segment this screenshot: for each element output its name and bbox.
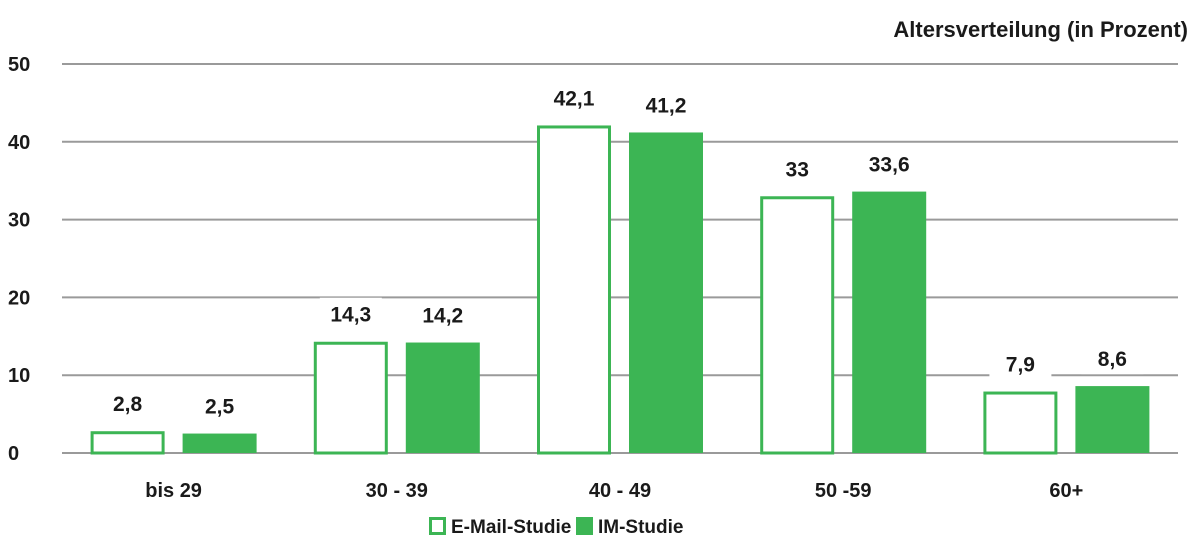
bar bbox=[1075, 386, 1150, 453]
bar bbox=[90, 431, 165, 455]
legend-label: E-Mail-Studie bbox=[451, 517, 571, 538]
bar bbox=[313, 341, 388, 455]
data-label: 42,1 bbox=[554, 87, 595, 110]
x-tick-label: 30 - 39 bbox=[366, 480, 428, 502]
legend: E-Mail-Studie IM-Studie bbox=[429, 517, 684, 538]
bar bbox=[537, 125, 611, 455]
data-label: 2,8 bbox=[113, 393, 143, 416]
x-axis-ticks: bis 29 30 - 39 40 - 49 50 -59 60+ bbox=[145, 480, 1083, 502]
x-tick-label: 50 -59 bbox=[815, 480, 872, 502]
data-label-background bbox=[188, 389, 251, 422]
data-label: 8,6 bbox=[1098, 348, 1127, 371]
y-tick-label: 0 bbox=[8, 443, 19, 465]
y-tick-label: 40 bbox=[8, 132, 30, 154]
legend-swatch bbox=[576, 517, 593, 535]
y-tick-label: 20 bbox=[8, 287, 30, 309]
data-label: 2,5 bbox=[205, 396, 235, 419]
x-tick-label: bis 29 bbox=[145, 480, 202, 502]
data-label: 33,6 bbox=[869, 154, 910, 177]
bar bbox=[629, 132, 703, 454]
data-label-background bbox=[766, 152, 829, 185]
data-label: 7,9 bbox=[1006, 354, 1035, 377]
bar bbox=[182, 433, 257, 453]
data-label-background bbox=[989, 347, 1052, 380]
y-tick-label: 10 bbox=[8, 365, 30, 387]
y-axis-ticks: 0 10 20 30 40 50 bbox=[8, 54, 30, 465]
bars: 2,8 2,5 14,3 14,2 42,1 41,2 33 33,6 7,9 8,6 bbox=[90, 81, 1150, 455]
data-label-background bbox=[635, 88, 697, 121]
data-label-background bbox=[1081, 342, 1144, 375]
y-tick-label: 50 bbox=[8, 54, 30, 76]
data-label-background bbox=[858, 147, 921, 180]
legend-swatch bbox=[429, 517, 446, 535]
data-label: 14,2 bbox=[422, 305, 463, 328]
legend-label: IM-Studie bbox=[598, 517, 684, 538]
data-label-background bbox=[96, 387, 159, 420]
data-label-background bbox=[411, 298, 474, 331]
bar bbox=[760, 196, 835, 455]
bar bbox=[983, 391, 1058, 455]
bar bbox=[852, 191, 927, 454]
data-label: 14,3 bbox=[330, 304, 371, 327]
chart-title: Altersverteilung (in Prozent) bbox=[893, 17, 1188, 42]
x-tick-label: 60+ bbox=[1049, 480, 1083, 502]
y-tick-label: 30 bbox=[8, 210, 30, 232]
bar bbox=[405, 342, 480, 453]
data-label-background bbox=[319, 297, 382, 330]
data-label-background bbox=[543, 81, 605, 114]
data-label: 33 bbox=[786, 158, 809, 181]
x-tick-label: 40 - 49 bbox=[589, 480, 651, 502]
data-label: 41,2 bbox=[646, 94, 687, 117]
